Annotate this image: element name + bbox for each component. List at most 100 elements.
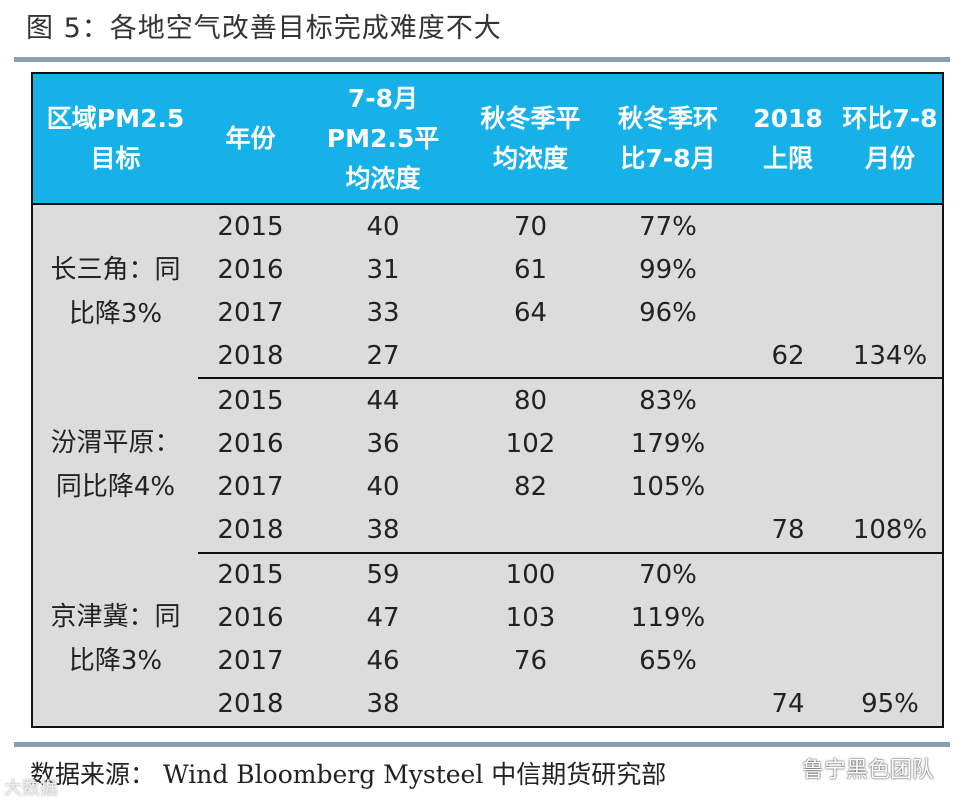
cell-pm-winter: 100 xyxy=(505,560,556,591)
column-header-line: 月份 xyxy=(864,143,915,173)
cell-pm-summer: 27 xyxy=(303,334,463,380)
cell-ratio xyxy=(598,508,738,554)
cell-year: 2016 xyxy=(217,428,284,459)
cell-pm-summer: 40 xyxy=(366,472,400,502)
cell-year: 2017 xyxy=(217,297,284,328)
cell-year: 2018 xyxy=(198,508,303,554)
cell-pm-winter: 80 xyxy=(513,385,548,416)
column-header: 2018 上限 xyxy=(738,74,838,205)
cell-cap xyxy=(738,204,838,248)
cell-pm-summer: 38 xyxy=(366,689,400,720)
cell-cap xyxy=(738,597,838,640)
column-header-line: 均浓度 xyxy=(492,143,568,173)
cell-pm-winter xyxy=(463,508,598,554)
air-quality-table: 区域PM2.5 目标 年份 7-8月 PM2.5平 均浓度 秋冬季平 均浓度 秋冬季环 比7-8月… xyxy=(33,74,942,726)
column-header-line: 秋冬季环 xyxy=(617,103,718,133)
cell-cap-ratio xyxy=(838,422,942,465)
watermark-text: 大数据 xyxy=(4,778,58,799)
column-header: 秋冬季环比7-8月 xyxy=(598,74,738,205)
cell-cap xyxy=(738,378,838,422)
cell-cap: 74 xyxy=(771,689,805,720)
cell-cap: 62 xyxy=(738,334,838,380)
cell-year: 2018 xyxy=(198,334,303,380)
column-header: 环比7-8 月份 xyxy=(838,74,942,205)
table-body: 长三角：同比降3% 2015 40 70 77% 2016 31 61 99% 2017 33 64 9… xyxy=(33,204,942,726)
cell-ratio: 119% xyxy=(630,603,706,634)
region-target-cell: 汾渭平原： 同比降4% xyxy=(33,378,198,552)
cell-ratio: 99% xyxy=(639,254,697,285)
cell-cap-ratio: 95% xyxy=(861,689,919,720)
table-row: 2018 38 74 95% xyxy=(33,683,942,726)
table-row: 2018 27 62 134% xyxy=(33,334,942,380)
cell-pm-summer: 46 xyxy=(366,646,400,677)
data-table-container: 区域PM2.5 目标 年份 7-8月 PM2.5平 均浓度 秋冬季平 均浓度 秋冬季环 比7-8月… xyxy=(31,72,944,728)
column-header-line: 年份 xyxy=(225,123,276,153)
cell-cap: 78 xyxy=(738,508,838,554)
region-target-line: 比降3% xyxy=(68,298,163,329)
cell-cap xyxy=(738,553,838,597)
title-divider xyxy=(14,57,950,62)
cell-ratio xyxy=(598,334,738,380)
cell-pm-winter: 82 xyxy=(513,472,548,502)
cell-cap xyxy=(738,465,838,508)
cell-year: 2017 xyxy=(217,472,284,502)
region-target-cell: 长三角：同比降3% xyxy=(33,204,198,378)
wechat-badge: 鲁宁黑色团队 xyxy=(764,748,934,788)
cell-ratio: 83% xyxy=(639,385,697,416)
table-row: 2018 38 78 108% xyxy=(33,508,942,554)
table-row: 2017 33 64 96% xyxy=(33,291,942,334)
cell-ratio: 96% xyxy=(639,297,697,328)
cell-ratio: 105% xyxy=(630,472,706,502)
source-providers: Wind Bloomberg Mysteel xyxy=(162,760,484,789)
region-target-line: 同比降4% xyxy=(55,472,176,503)
table-row: 2016 36 102 179% xyxy=(33,422,942,465)
region-target-line: 京津冀：同 xyxy=(50,602,181,633)
cell-year: 2015 xyxy=(217,385,284,416)
column-header: 区域PM2.5 目标 xyxy=(33,74,198,205)
cell-ratio: 70% xyxy=(639,560,697,591)
footer-divider xyxy=(14,742,950,747)
table-row: 2017 40 82 105% xyxy=(33,465,942,508)
cell-cap-ratio: 134% xyxy=(838,334,942,380)
column-header-line: 环比7-8 xyxy=(842,103,938,133)
column-header-line: 秋冬季平 xyxy=(480,103,581,133)
column-header-line: 比7-8月 xyxy=(620,143,716,173)
cell-ratio: 77% xyxy=(639,211,697,242)
cell-pm-winter: 76 xyxy=(513,646,548,677)
cell-year: 2015 xyxy=(217,211,284,242)
table-row: 2016 47 103 119% xyxy=(33,597,942,640)
cell-cap-ratio xyxy=(838,291,942,334)
cell-year: 2015 xyxy=(217,560,284,591)
table-header: 区域PM2.5 目标 年份 7-8月 PM2.5平 均浓度 秋冬季平 均浓度 秋冬季环 比7-8月… xyxy=(33,74,942,205)
cell-pm-summer: 36 xyxy=(366,428,400,459)
cell-year: 2017 xyxy=(217,646,284,677)
region-target-line: 比降3% xyxy=(68,646,163,677)
cell-pm-winter: 103 xyxy=(505,603,556,634)
table-row: 2017 46 76 65% xyxy=(33,640,942,683)
wechat-account-name: 鲁宁黑色团队 xyxy=(802,758,935,783)
cell-pm-summer: 47 xyxy=(366,603,400,634)
table-row: 京津冀：同 比降3% 2015 59 100 70% xyxy=(33,553,942,676)
cell-cap-ratio xyxy=(838,204,942,248)
column-header-line: 区域PM2.5 xyxy=(46,103,185,133)
table-row: 长三角：同比降3% 2015 40 70 77% xyxy=(33,204,942,329)
cell-cap xyxy=(738,291,838,334)
column-header-line: 均浓度 xyxy=(345,163,421,193)
column-header-line: 7-8月 xyxy=(347,83,419,113)
cell-pm-winter: 64 xyxy=(513,297,548,328)
region-target-cell: 京津冀：同比降3% xyxy=(33,553,198,726)
cell-pm-summer: 40 xyxy=(366,211,400,242)
cell-cap xyxy=(738,248,838,291)
cell-year: 2016 xyxy=(217,603,284,634)
cell-pm-winter: 102 xyxy=(505,428,556,459)
region-target-line: 长三角：同 xyxy=(50,254,181,285)
cell-year: 2018 xyxy=(217,689,284,720)
table-row: 2016 31 61 99% xyxy=(33,248,942,291)
cell-pm-summer: 33 xyxy=(366,297,400,328)
cell-cap-ratio xyxy=(838,465,942,508)
cell-pm-winter: 70 xyxy=(513,211,548,242)
cell-cap-ratio: 108% xyxy=(838,508,942,554)
column-header: 7-8月 PM2.5平 均浓度 xyxy=(303,74,463,205)
cell-cap-ratio xyxy=(838,553,942,597)
source-note: 数据来源： Wind Bloomberg Mysteel 中信期货研究部 xyxy=(30,752,666,798)
